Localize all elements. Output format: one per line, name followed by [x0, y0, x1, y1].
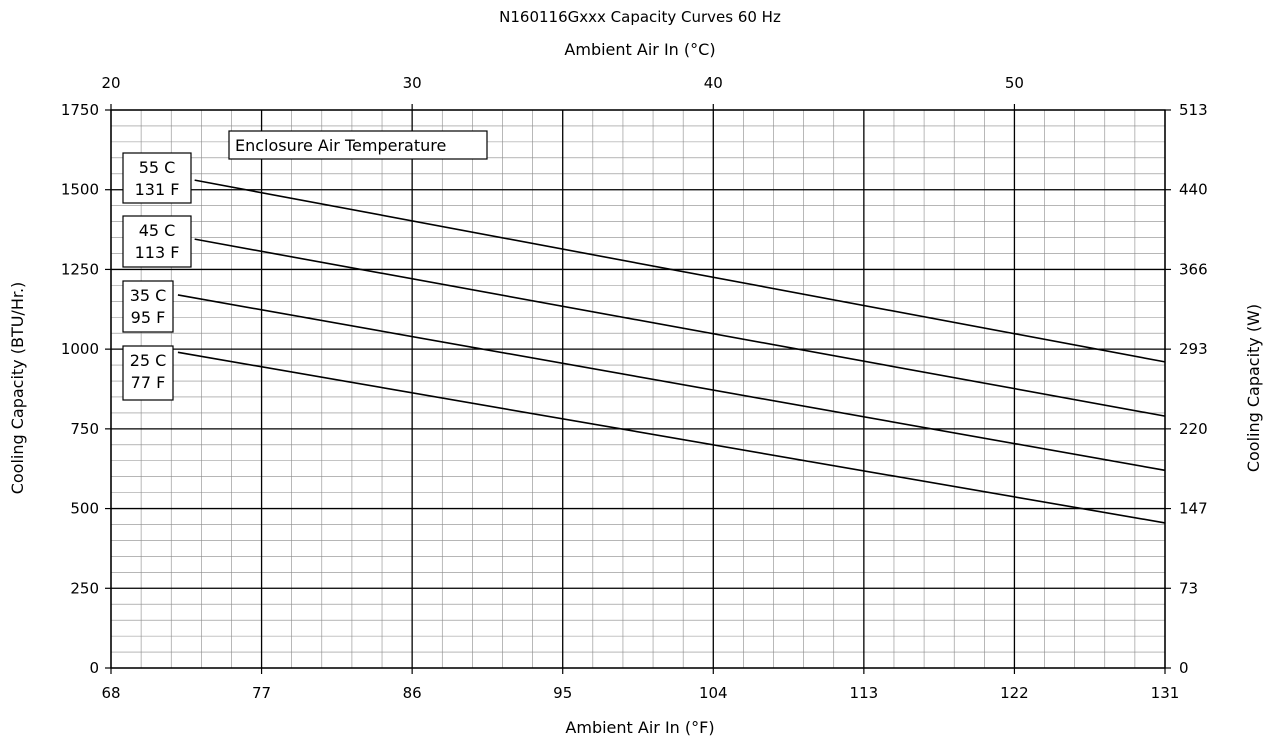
y2-tick-label: 440 [1179, 181, 1208, 199]
top-axis-title: Ambient Air In (°C) [564, 40, 715, 59]
y2-tick-label: 293 [1179, 340, 1208, 358]
y-tick-label: 750 [70, 420, 99, 438]
series-label-frame [122, 345, 174, 401]
y-tick-label: 250 [70, 579, 99, 597]
left-axis-title: Cooling Capacity (BTU/Hr.) [8, 282, 27, 495]
x-tick-label: 95 [553, 684, 572, 702]
bottom-axis-title: Ambient Air In (°F) [565, 718, 714, 737]
series-label-box-3: 35 C 95 F [122, 280, 174, 333]
x2-tick-label: 50 [1005, 74, 1024, 92]
y2-tick-label: 147 [1179, 500, 1208, 518]
y-tick-label: 1000 [61, 340, 99, 358]
plot-frame [110, 109, 1166, 669]
y2-tick-label: 366 [1179, 260, 1208, 278]
x-tick-label: 68 [101, 684, 120, 702]
right-axis-title: Cooling Capacity (W) [1244, 304, 1263, 472]
y-tick-label: 1750 [61, 101, 99, 119]
series-label-text: 95 F [131, 308, 166, 327]
y-tick-label: 1250 [61, 260, 99, 278]
series-label-frame [122, 215, 192, 268]
series-label-box-2: 45 C 113 F [122, 215, 192, 268]
series-label-box-4: 25 C 77 F [122, 345, 174, 401]
series-lines [177, 179, 1166, 524]
x-tick-label: 86 [403, 684, 422, 702]
series-label-box-1: 55 C 131 F [122, 152, 192, 204]
series-label-text: 45 C [139, 221, 176, 240]
series-label-boxes: 55 C 131 F 45 C 113 F 35 C 95 F 25 C 77 F [122, 152, 192, 401]
y2-tick-label: 0 [1179, 659, 1189, 677]
x-tick-label: 77 [252, 684, 271, 702]
y2-tick-label: 73 [1179, 579, 1198, 597]
series-label-text: 131 F [135, 180, 180, 199]
x2-tick-label: 30 [403, 74, 422, 92]
y-tick-label: 0 [89, 659, 99, 677]
x2-tick-label: 20 [101, 74, 120, 92]
x-tick-label: 113 [850, 684, 879, 702]
y-tick-label: 1500 [61, 181, 99, 199]
series-label-text: 35 C [130, 286, 167, 305]
legend-title: Enclosure Air Temperature [235, 136, 446, 155]
series-line-2 [194, 238, 1166, 417]
series-line-4 [177, 351, 1166, 524]
series-label-frame [122, 280, 174, 333]
x2-tick-label: 40 [704, 74, 723, 92]
x-tick-label: 104 [699, 684, 728, 702]
x-tick-label: 122 [1000, 684, 1029, 702]
chart-title: N160116Gxxx Capacity Curves 60 Hz [499, 8, 781, 26]
series-label-text: 77 F [131, 373, 166, 392]
series-label-text: 113 F [135, 243, 180, 262]
series-label-text: 55 C [139, 158, 176, 177]
series-label-frame [122, 152, 192, 204]
y-tick-label: 500 [70, 500, 99, 518]
y2-tick-label: 220 [1179, 420, 1208, 438]
y2-tick-label: 513 [1179, 101, 1208, 119]
series-line-1 [194, 179, 1166, 363]
legend-title-box: Enclosure Air Temperature [228, 130, 488, 160]
series-line-3 [177, 294, 1166, 472]
x-tick-label: 131 [1151, 684, 1180, 702]
series-label-text: 25 C [130, 351, 167, 370]
